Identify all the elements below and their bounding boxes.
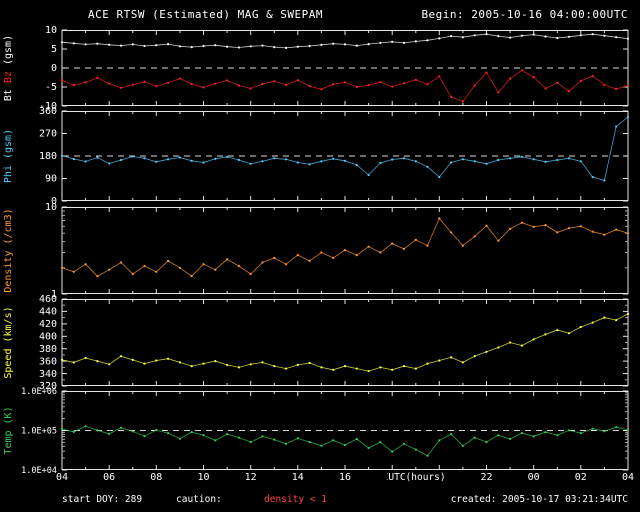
y-tick-label: 270 [39,129,57,140]
panel-border [61,299,629,386]
panel-phi-plot: 360 270 180 90 0 Phi (gsm) [3,106,630,207]
panel-border [61,30,629,106]
y-tick-label: 360 [39,356,57,367]
y-tick-label: 10 [45,25,57,36]
panel-border [61,391,629,470]
y-tick-label: 420 [39,319,57,330]
y-tick-label: 400 [39,332,57,343]
panel-phi: 360 270 180 90 0 Phi (gsm) [0,106,640,207]
ylabel-density: Density (/cm3) [3,208,14,292]
panel-mag: 10 5 0 -5 -10 Bt Bz (gsm) [0,25,640,112]
y-tick-label: 1.0E+05 [21,427,57,437]
created-timestamp: created: 2005-10-17 03:21:34UTC [450,494,628,505]
y-tick-label: 340 [39,369,57,380]
x-tick-label: 22 [480,472,493,483]
x-tick-label: 14 [291,472,304,483]
panel-density-plot: 10 1 Density (/cm3) [3,202,630,300]
series-speed [60,312,630,373]
x-tick-label: 04 [55,472,69,483]
panel-density: 10 1 Density (/cm3) [0,202,640,300]
y-tick-label: 460 [39,294,57,305]
series-density [60,217,630,278]
series-phi [60,115,630,182]
y-tick-label: 320 [39,381,57,392]
plot-title: ACE RTSW (Estimated) MAG & SWEPAM [88,8,324,21]
x-tick-label: 12 [244,472,257,483]
start-doy-label: start DOY: 289 [62,494,143,505]
x-tick-label: 10 [197,472,210,483]
x-axis: UTC(hours) 04060810121416182022000204 [0,472,640,486]
ylabel-speed: Speed (km/s) [3,306,14,378]
y-tick-label: 5 [51,44,57,55]
caution-value: density < 1 [264,494,327,505]
x-tick-label: 02 [574,472,587,483]
ylabel-phi: Phi (gsm) [3,129,14,183]
y-tick-label: 440 [39,307,57,318]
panel-temp-plot: 1.0E+06 1.0E+05 1.0E+04 Temp (K) [3,387,630,476]
series-bt [60,33,630,49]
y-tick-label: -5 [45,82,57,93]
x-axis-title: UTC(hours) [388,472,446,483]
series-bz [60,69,630,103]
x-tick-label: 16 [338,472,352,483]
y-tick-label: -10 [39,101,57,112]
x-tick-label: 06 [103,472,116,483]
x-tick-label: 00 [527,472,540,483]
y-tick-label: 380 [39,344,57,355]
footer: start DOY: 289 caution: density < 1 crea… [0,494,640,508]
y-tick-label: 1 [51,289,57,300]
panel-speed: 460 440 420 400 380 360 340 320 Speed (km/s) [0,294,640,392]
panel-mag-plot: 10 5 0 -5 -10 Bt Bz (gsm) [3,25,630,112]
y-tick-label: 1.0E+06 [21,387,57,397]
y-tick-label: 360 [39,106,57,117]
ylabel-mag: Bt Bz (gsm) [3,35,14,101]
x-tick-label: 04 [621,472,635,483]
y-tick-label: 0 [51,63,57,74]
ylabel-temp: Temp (K) [3,406,14,454]
y-tick-label: 90 [45,174,57,185]
panel-border [61,111,629,201]
x-tick-label: 08 [150,472,163,483]
y-tick-label: 180 [39,151,57,162]
panel-temp: 1.0E+06 1.0E+05 1.0E+04 Temp (K) [0,387,640,476]
y-tick-label: 1.0E+04 [21,466,57,476]
panel-border [61,207,629,294]
begin-timestamp: Begin: 2005-10-16 04:00:00UTC [421,8,628,21]
y-tick-label: 0 [51,196,57,207]
caution-label: caution: [176,494,222,505]
y-tick-label: 10 [45,202,57,213]
series-temp [60,425,630,457]
